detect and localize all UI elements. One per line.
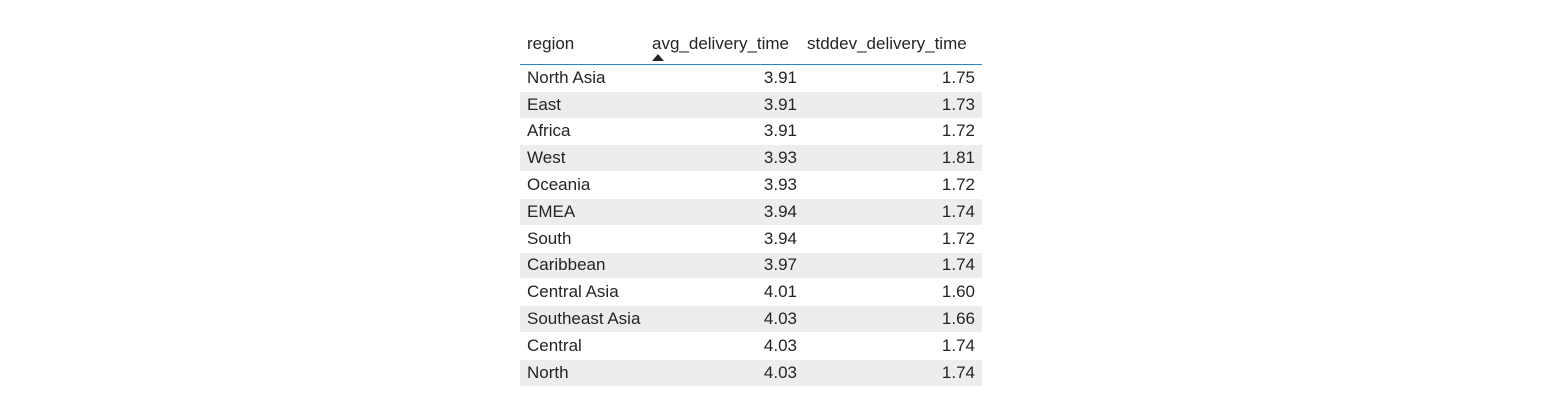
cell-stddev-delivery-time: 1.74 bbox=[804, 252, 982, 280]
table-row[interactable]: Central 4.03 1.74 bbox=[520, 332, 982, 360]
cell-region: Southeast Asia bbox=[520, 305, 649, 333]
sort-ascending-icon[interactable] bbox=[652, 54, 664, 61]
header-row: region avg_delivery_time stddev_delivery… bbox=[520, 24, 982, 65]
table-row[interactable]: West 3.93 1.81 bbox=[520, 144, 982, 173]
cell-stddev-delivery-time: 1.74 bbox=[804, 332, 982, 360]
table-row[interactable]: Central Asia 4.01 1.60 bbox=[520, 278, 982, 307]
cell-stddev-delivery-time: 1.74 bbox=[804, 198, 982, 226]
cell-region: EMEA bbox=[520, 198, 649, 226]
table-row[interactable]: EMEA 3.94 1.74 bbox=[520, 198, 982, 226]
cell-region: Caribbean bbox=[520, 252, 649, 280]
cell-avg-delivery-time: 3.93 bbox=[649, 171, 804, 199]
cell-region: South bbox=[520, 225, 649, 253]
cell-stddev-delivery-time: 1.72 bbox=[804, 118, 982, 146]
cell-stddev-delivery-time: 1.72 bbox=[804, 171, 982, 199]
column-header-label: stddev_delivery_time bbox=[807, 34, 967, 53]
cell-stddev-delivery-time: 1.60 bbox=[804, 278, 982, 307]
table-visual: region avg_delivery_time stddev_delivery… bbox=[520, 24, 982, 387]
table-row[interactable]: South 3.94 1.72 bbox=[520, 225, 982, 253]
cell-stddev-delivery-time: 1.81 bbox=[804, 144, 982, 173]
cell-region: Central bbox=[520, 332, 649, 360]
cell-avg-delivery-time: 4.03 bbox=[649, 332, 804, 360]
table-row[interactable]: North 4.03 1.74 bbox=[520, 359, 982, 387]
cell-stddev-delivery-time: 1.66 bbox=[804, 305, 982, 333]
data-table: region avg_delivery_time stddev_delivery… bbox=[520, 24, 982, 387]
column-header-region[interactable]: region bbox=[520, 24, 649, 65]
table-row[interactable]: Africa 3.91 1.72 bbox=[520, 118, 982, 146]
cell-region: Africa bbox=[520, 118, 649, 146]
cell-region: West bbox=[520, 144, 649, 173]
cell-avg-delivery-time: 3.94 bbox=[649, 225, 804, 253]
cell-stddev-delivery-time: 1.72 bbox=[804, 225, 982, 253]
cell-region: Oceania bbox=[520, 171, 649, 199]
column-header-label: region bbox=[527, 34, 575, 53]
cell-avg-delivery-time: 4.03 bbox=[649, 359, 804, 387]
table-row[interactable]: East 3.91 1.73 bbox=[520, 91, 982, 119]
cell-avg-delivery-time: 3.91 bbox=[649, 118, 804, 146]
cell-avg-delivery-time: 3.94 bbox=[649, 198, 804, 226]
cell-avg-delivery-time: 3.91 bbox=[649, 91, 804, 119]
column-header-stddev-delivery-time[interactable]: stddev_delivery_time bbox=[804, 24, 982, 65]
cell-region: East bbox=[520, 91, 649, 119]
cell-avg-delivery-time: 4.03 bbox=[649, 305, 804, 333]
column-header-avg-delivery-time[interactable]: avg_delivery_time bbox=[649, 24, 804, 65]
cell-avg-delivery-time: 3.91 bbox=[649, 64, 804, 92]
table-body: North Asia 3.91 1.75 East 3.91 1.73 Africa 3.91… bbox=[520, 64, 982, 387]
cell-stddev-delivery-time: 1.73 bbox=[804, 91, 982, 119]
cell-region: Central Asia bbox=[520, 278, 649, 307]
cell-stddev-delivery-time: 1.74 bbox=[804, 359, 982, 387]
table-row[interactable]: Oceania 3.93 1.72 bbox=[520, 171, 982, 199]
cell-avg-delivery-time: 3.93 bbox=[649, 144, 804, 173]
table-row[interactable]: North Asia 3.91 1.75 bbox=[520, 64, 982, 92]
cell-region: North Asia bbox=[520, 64, 649, 92]
cell-region: North bbox=[520, 359, 649, 387]
table-row[interactable]: Southeast Asia 4.03 1.66 bbox=[520, 305, 982, 333]
column-header-label: avg_delivery_time bbox=[652, 34, 790, 53]
table-row[interactable]: Caribbean 3.97 1.74 bbox=[520, 252, 982, 280]
cell-stddev-delivery-time: 1.75 bbox=[804, 64, 982, 92]
cell-avg-delivery-time: 3.97 bbox=[649, 252, 804, 280]
cell-avg-delivery-time: 4.01 bbox=[649, 278, 804, 307]
